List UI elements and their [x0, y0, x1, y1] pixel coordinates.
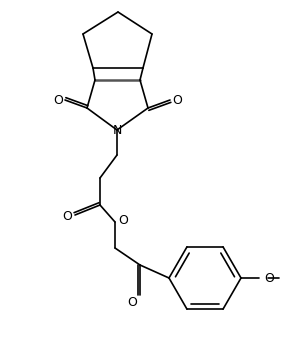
Text: O: O: [172, 93, 182, 107]
Text: O: O: [53, 93, 63, 107]
Text: O: O: [264, 272, 274, 285]
Text: N: N: [112, 125, 122, 137]
Text: O: O: [118, 215, 128, 228]
Text: O: O: [62, 210, 72, 223]
Text: O: O: [127, 297, 137, 309]
